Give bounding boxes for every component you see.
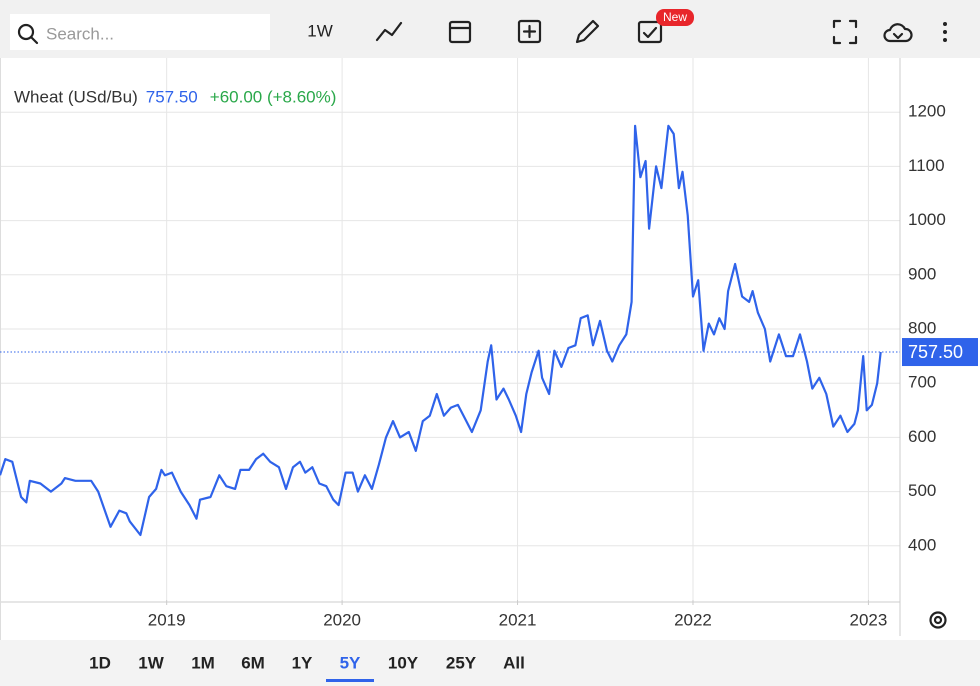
chart-type-icon[interactable] bbox=[375, 21, 403, 42]
y-tick-label: 400 bbox=[908, 535, 936, 554]
y-tick-label: 1000 bbox=[908, 210, 946, 229]
y-tick-label: 500 bbox=[908, 481, 936, 500]
instrument-change: +60.00 (+8.60%) bbox=[210, 87, 337, 106]
x-tick-label: 2019 bbox=[148, 610, 186, 629]
events-icon bbox=[642, 26, 658, 39]
settings-icon[interactable] bbox=[929, 611, 947, 629]
menu-icon bbox=[943, 30, 947, 34]
last-value-label: 757.50 bbox=[908, 342, 963, 362]
instrument-name: Wheat (USd/Bu) bbox=[14, 87, 138, 106]
range-button[interactable]: 10Y bbox=[388, 653, 419, 672]
search-placeholder[interactable]: Search... bbox=[46, 24, 114, 43]
y-tick-label: 1200 bbox=[908, 102, 946, 121]
y-tick-label: 600 bbox=[908, 427, 936, 446]
calendar-icon[interactable] bbox=[448, 20, 472, 44]
last-value-badge bbox=[902, 338, 978, 367]
range-button[interactable]: 1Y bbox=[292, 653, 313, 672]
y-tick-label: 1100 bbox=[908, 156, 945, 175]
range-button[interactable]: 6M bbox=[241, 653, 265, 672]
draw-icon[interactable] bbox=[575, 19, 600, 44]
range-bar bbox=[0, 640, 980, 686]
download-icon bbox=[892, 32, 904, 40]
new-badge-text: New bbox=[663, 10, 687, 24]
y-tick-label: 700 bbox=[908, 373, 936, 392]
range-button[interactable]: All bbox=[503, 653, 525, 672]
price-line bbox=[0, 124, 882, 537]
search-icon bbox=[29, 35, 39, 45]
x-tick-label: 2022 bbox=[674, 610, 712, 629]
range-selected-underline bbox=[326, 679, 374, 682]
search-icon bbox=[17, 23, 35, 41]
add-icon[interactable] bbox=[517, 19, 542, 44]
range-button[interactable]: 1D bbox=[89, 653, 111, 672]
x-tick-label: 2021 bbox=[499, 610, 537, 629]
range-button[interactable]: 1W bbox=[138, 653, 164, 672]
x-tick-label: 2020 bbox=[323, 610, 361, 629]
menu-icon[interactable] bbox=[943, 22, 947, 26]
range-button[interactable]: 1M bbox=[191, 653, 215, 672]
new-badge bbox=[656, 9, 694, 26]
y-tick-label: 800 bbox=[908, 318, 936, 337]
events-icon[interactable] bbox=[637, 20, 663, 44]
x-tick-label: 2023 bbox=[850, 610, 888, 629]
plot: 400 500 600 700 800 900 1000 1100 1200 2019 2020 20… bbox=[0, 58, 978, 640]
fullscreen-icon[interactable] bbox=[832, 19, 858, 45]
range-buttons: 1D 1W 1M 6M 1Y 5Y 10Y 25Y All bbox=[89, 653, 525, 682]
search-box[interactable] bbox=[10, 14, 270, 50]
range-button[interactable]: 25Y bbox=[446, 653, 477, 672]
menu-icon bbox=[943, 38, 947, 42]
download-icon[interactable] bbox=[883, 23, 913, 43]
y-tick-label: 900 bbox=[908, 264, 936, 283]
range-button[interactable]: 5Y bbox=[340, 653, 361, 672]
instrument-price: 757.50 bbox=[146, 87, 198, 106]
interval-button[interactable]: 1W bbox=[307, 21, 333, 40]
